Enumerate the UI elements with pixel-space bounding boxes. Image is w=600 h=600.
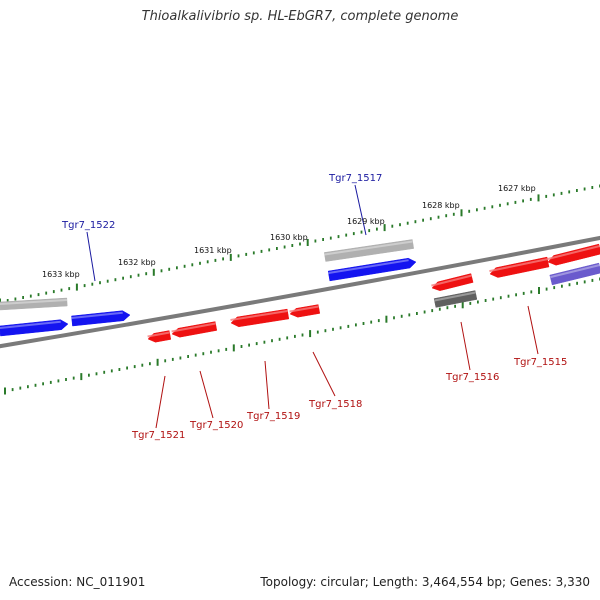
gene-arrow[interactable] <box>431 273 474 291</box>
gene-arrow[interactable] <box>327 257 417 282</box>
leader-line <box>155 375 166 429</box>
gene-arrow[interactable] <box>147 330 172 343</box>
gene-arrow[interactable] <box>0 297 68 311</box>
gene-arrow[interactable] <box>71 310 131 327</box>
leader-line <box>527 305 539 355</box>
leader-line <box>460 321 471 371</box>
scale-label: 1631 kbp <box>194 246 232 255</box>
gene-arrow[interactable] <box>0 319 69 337</box>
map-title: Thioalkalivibrio sp. HL-EbGR7, complete … <box>141 9 459 24</box>
inner-scale-ticks <box>4 277 600 395</box>
gene-label-reverse[interactable]: Tgr7_1520 <box>189 420 243 431</box>
leader-line <box>199 370 214 419</box>
gene-arrow[interactable] <box>489 256 550 278</box>
gene-label-reverse[interactable]: Tgr7_1516 <box>445 372 499 383</box>
scale-labels: 1633 kbp 1632 kbp 1631 kbp 1630 kbp 1629 kbp… <box>42 184 536 279</box>
gene-label-reverse[interactable]: Tgr7_1518 <box>308 399 362 410</box>
gene-arrow[interactable] <box>324 239 414 262</box>
outer-scale-ticks <box>0 184 600 306</box>
accession-label: Accession: NC_011901 <box>9 575 146 589</box>
gene-arrow[interactable] <box>433 290 478 308</box>
gene-label-forward[interactable]: Tgr7_1522 <box>61 220 115 231</box>
leader-line <box>86 231 96 282</box>
gene-labels: Tgr7_1522Tgr7_1517Tgr7_1521Tgr7_1520Tgr7… <box>61 173 567 441</box>
scale-label: 1630 kbp <box>270 233 308 242</box>
gene-label-reverse[interactable]: Tgr7_1521 <box>131 430 185 441</box>
gene-features <box>0 239 600 343</box>
scale-label: 1627 kbp <box>498 184 536 193</box>
gene-arrow[interactable] <box>230 308 290 328</box>
gene-arrow[interactable] <box>171 321 218 338</box>
leader-line <box>312 351 336 397</box>
scale-label: 1629 kbp <box>347 217 385 226</box>
genome-backbone <box>0 235 600 349</box>
label-leader-lines <box>86 184 539 429</box>
gene-arrow[interactable] <box>547 243 600 266</box>
gene-arrow[interactable] <box>549 262 600 286</box>
gene-label-reverse[interactable]: Tgr7_1519 <box>246 411 300 422</box>
gene-arrow[interactable] <box>289 304 321 318</box>
gene-label-reverse[interactable]: Tgr7_1515 <box>513 357 567 368</box>
leader-line <box>264 360 270 410</box>
leader-line <box>354 184 367 236</box>
scale-label: 1632 kbp <box>118 258 156 267</box>
genome-stats: Topology: circular; Length: 3,464,554 bp… <box>260 575 590 589</box>
scale-label: 1633 kbp <box>42 270 80 279</box>
gene-label-forward[interactable]: Tgr7_1517 <box>328 173 382 184</box>
scale-label: 1628 kbp <box>422 201 460 210</box>
